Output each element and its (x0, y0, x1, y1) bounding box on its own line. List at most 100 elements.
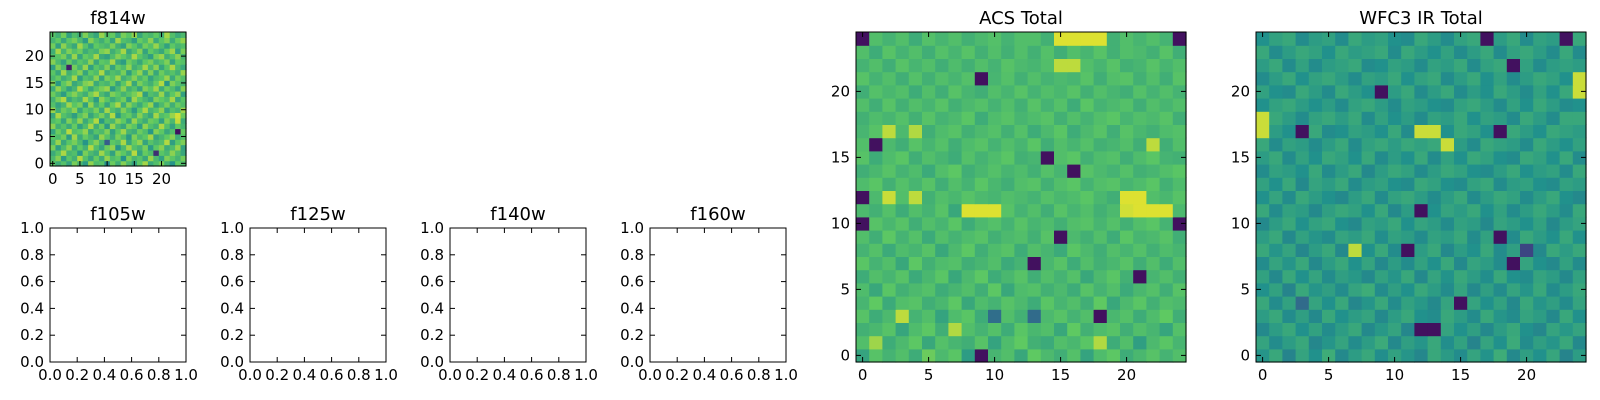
heatmap-cell (60, 139, 67, 146)
heatmap-cell (1159, 71, 1174, 86)
heatmap-cell (1559, 269, 1574, 284)
heatmap-cell (66, 42, 73, 49)
x-tick-label: 20 (1117, 366, 1136, 384)
heatmap-cell (1282, 309, 1297, 323)
heatmap-cell (142, 112, 149, 119)
heatmap-cell (1480, 203, 1495, 218)
heatmap-cell (93, 58, 100, 65)
heatmap-cell (1027, 32, 1042, 46)
heatmap-cell (1493, 150, 1508, 165)
heatmap-cell (1559, 124, 1574, 139)
heatmap-cell (882, 177, 897, 191)
axes-frame (855, 31, 1187, 363)
heatmap-cell (120, 58, 127, 65)
heatmap-cell (131, 101, 138, 108)
heatmap-cell (71, 128, 78, 135)
heatmap-cell (1027, 164, 1042, 178)
heatmap-cell (1467, 282, 1481, 297)
heatmap-cell (1146, 84, 1161, 99)
heatmap-cell (55, 123, 62, 130)
heatmap-cell (869, 71, 883, 86)
heatmap-cell (1572, 203, 1587, 218)
heatmap-cell (1348, 45, 1363, 59)
heatmap-cell (180, 117, 187, 124)
heatmap-cell (922, 45, 936, 59)
heatmap-cell (1133, 282, 1147, 297)
heatmap-cell (1308, 282, 1323, 297)
heatmap-cell (882, 190, 897, 205)
heatmap-cell (1308, 137, 1323, 152)
heatmap-cell (1493, 111, 1508, 125)
heatmap-cell (1533, 84, 1547, 99)
heatmap-cell (88, 42, 95, 49)
heatmap-cell (1080, 256, 1095, 271)
heatmap-cell (1559, 296, 1574, 310)
heatmap-cell (175, 37, 182, 44)
heatmap-cell (1559, 164, 1574, 178)
heatmap-cell (1454, 98, 1468, 112)
heatmap-cell (1172, 177, 1187, 191)
heatmap-cell (77, 80, 84, 87)
heatmap-cell (93, 139, 100, 146)
heatmap-cell (1335, 335, 1349, 350)
heatmap-cell (104, 155, 111, 162)
heatmap-cell (55, 96, 62, 103)
heatmap-cell (71, 96, 78, 103)
heatmap-cell (1440, 45, 1455, 59)
heatmap-cell (1133, 296, 1147, 310)
heatmap-cell (1146, 32, 1161, 46)
heatmap-cell (1427, 243, 1442, 257)
heatmap-cell (1480, 98, 1495, 112)
heatmap-cell (153, 74, 160, 81)
heatmap-cell (974, 150, 989, 165)
heatmap-cell (153, 37, 160, 44)
heatmap-cell (1159, 98, 1174, 112)
heatmap-cell (1295, 111, 1310, 125)
heatmap-cell (88, 58, 95, 65)
heatmap-cell (1027, 98, 1042, 112)
heatmap-cell (1454, 164, 1468, 178)
heatmap-cell (1080, 58, 1095, 73)
heatmap-cell (1133, 32, 1147, 46)
heatmap-cell (1374, 98, 1389, 112)
heatmap-cell (77, 69, 84, 76)
heatmap-cell (1506, 203, 1521, 218)
heatmap-cell (158, 107, 165, 113)
heatmap-cell (1054, 137, 1068, 152)
heatmap-cell (948, 164, 963, 178)
heatmap-cell (1040, 230, 1055, 244)
heatmap-cell (88, 149, 95, 156)
heatmap-cell (158, 133, 165, 140)
heatmap-cell (98, 101, 105, 108)
heatmap-cell (175, 139, 182, 146)
heatmap-cell (164, 37, 171, 44)
heatmap-cell (104, 101, 111, 108)
heatmap-cell (1040, 309, 1055, 323)
heatmap-cell (1040, 98, 1055, 112)
heatmap-cell (988, 177, 1002, 191)
heatmap-cell (1014, 309, 1029, 323)
heatmap-cell (1493, 256, 1508, 271)
heatmap-cell (1067, 124, 1081, 139)
heatmap-cell (1269, 111, 1283, 125)
heatmap-cell (895, 203, 910, 218)
heatmap-cell (1427, 322, 1442, 337)
heatmap-cell (1322, 111, 1336, 125)
heatmap-cell (131, 112, 138, 119)
heatmap-cell (1159, 190, 1174, 205)
heatmap-cell (1361, 309, 1376, 323)
heatmap-cell (82, 155, 89, 162)
heatmap-cell (1308, 45, 1323, 59)
heatmap-cell (93, 160, 100, 167)
heatmap-cell (895, 322, 910, 337)
heatmap-cell (98, 42, 105, 49)
heatmap-cell (1454, 309, 1468, 323)
heatmap-cell (1454, 322, 1468, 337)
heatmap-cell (1282, 256, 1297, 271)
heatmap-cell (55, 74, 62, 81)
heatmap-cell (55, 48, 62, 55)
heatmap-cell (1401, 58, 1415, 73)
heatmap-cell (71, 69, 78, 76)
heatmap-cell (55, 160, 62, 167)
heatmap-cell (1506, 348, 1521, 363)
